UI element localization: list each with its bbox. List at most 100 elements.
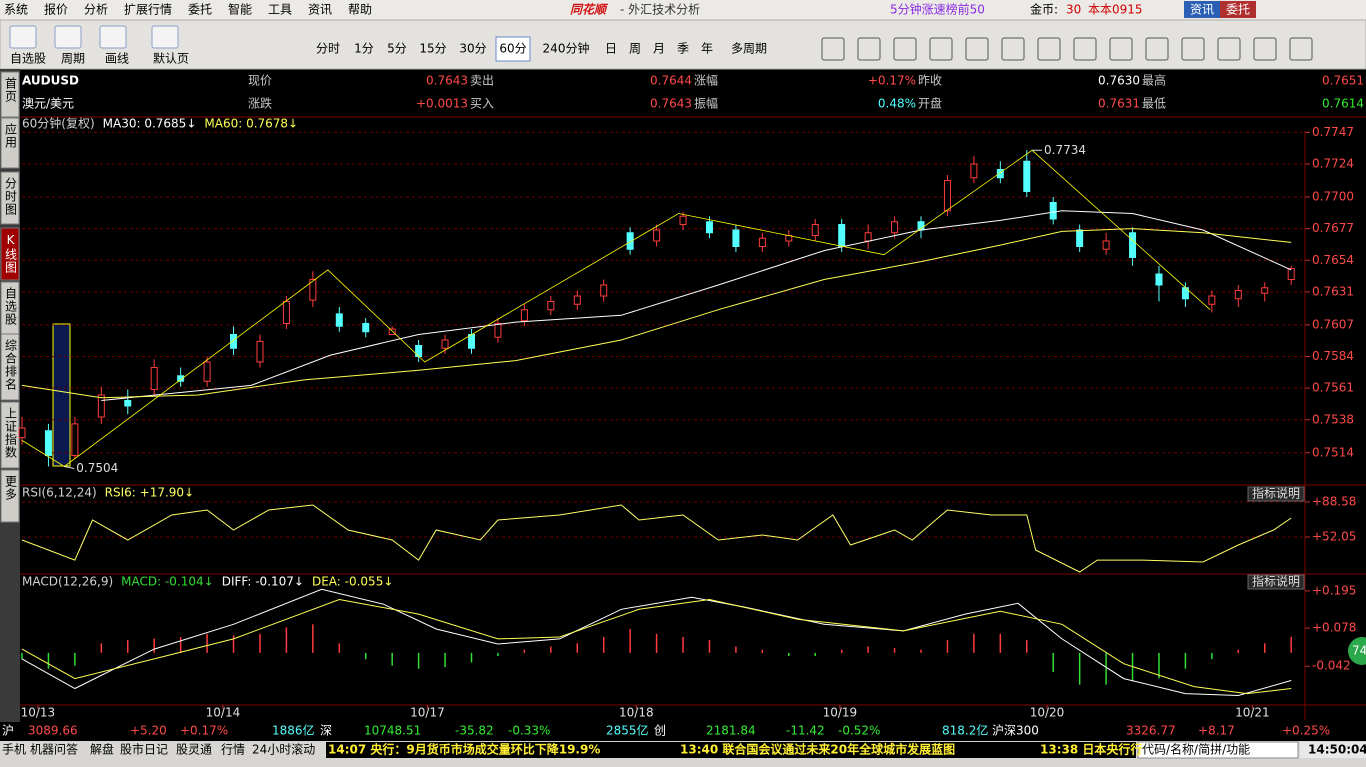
sidebar-tab[interactable]	[0, 117, 20, 169]
draw-tool[interactable]	[857, 37, 881, 61]
status-button[interactable]: 股灵通	[176, 743, 212, 757]
period-button[interactable]: 月	[653, 42, 665, 56]
draw-tool[interactable]	[929, 37, 953, 61]
menu-button-label[interactable]: 委托	[1226, 3, 1250, 17]
sidebar-tab-label[interactable]: 应用	[4, 122, 18, 149]
sidebar-tab-label[interactable]: 更多	[4, 475, 18, 501]
candle-body	[600, 284, 608, 297]
period-button[interactable]: 1分	[354, 42, 374, 56]
candle-body	[1129, 232, 1137, 258]
draw-tool[interactable]	[1253, 37, 1277, 61]
help-button-label[interactable]: 指标说明	[1252, 574, 1300, 589]
draw-tool[interactable]	[1289, 37, 1313, 61]
tool-icon[interactable]	[99, 25, 127, 49]
search-placeholder[interactable]: 代码/名称/简拼/功能	[1142, 742, 1250, 757]
ticker-item: 3089.66	[28, 724, 78, 738]
sidebar-tab-label[interactable]: 上证指数	[4, 407, 18, 459]
draw-tool[interactable]	[1001, 37, 1025, 61]
help-button[interactable]	[1247, 486, 1305, 502]
help-button[interactable]	[1247, 574, 1305, 590]
sidebar-tab[interactable]	[0, 171, 20, 225]
tool-label[interactable]: 画线	[105, 52, 129, 66]
quote-label: 最低	[1142, 97, 1166, 111]
tool-icon[interactable]	[9, 25, 37, 49]
period-button[interactable]: 周	[629, 42, 641, 56]
draw-tool[interactable]	[821, 37, 845, 61]
menu-item[interactable]: 系统	[4, 3, 28, 17]
menu-item[interactable]: 报价	[44, 2, 68, 17]
status-button[interactable]: 解盘	[90, 742, 114, 757]
period-button[interactable]: 240分钟	[543, 41, 590, 56]
menu-item[interactable]: 委托	[188, 3, 212, 17]
period-button[interactable]: 30分	[459, 42, 486, 56]
status-button[interactable]: 手机	[2, 743, 26, 757]
tool-icon[interactable]	[54, 25, 82, 49]
draw-tool[interactable]	[1109, 37, 1133, 61]
sidebar-tab[interactable]	[0, 333, 20, 401]
period-button[interactable]: 年	[701, 42, 713, 56]
candle-body	[415, 345, 423, 357]
line	[21, 598, 1292, 695]
tool-icon[interactable]	[151, 25, 179, 49]
tool-label[interactable]: 默认页	[153, 51, 189, 66]
sidebar-tab-label[interactable]: 首页	[4, 77, 18, 103]
sidebar-tab-label[interactable]: 分时图	[4, 177, 18, 216]
quote-label: 开盘	[918, 96, 942, 111]
candle-body	[626, 232, 634, 250]
tool-label[interactable]: 周期	[61, 52, 85, 66]
period-button[interactable]: 15分	[419, 42, 446, 56]
sidebar-tab-label[interactable]: 综合排名	[4, 339, 18, 391]
candle-body	[653, 229, 661, 242]
status-button[interactable]: 机器问答	[30, 742, 78, 757]
y-tick-label: +52.05	[1312, 529, 1356, 543]
ticker-item: -35.82	[455, 724, 494, 738]
candle-body	[441, 339, 449, 349]
menu-button[interactable]	[1184, 1, 1220, 18]
status-button[interactable]: 24小时滚动	[252, 742, 315, 757]
ticker-item: +5.20	[130, 724, 167, 738]
ranking-link[interactable]: 5分钟涨速榜前50	[890, 2, 985, 17]
menu-item[interactable]: 扩展行情	[124, 3, 172, 17]
menu-button[interactable]	[1220, 1, 1256, 18]
status-button[interactable]: 股市日记	[120, 742, 168, 757]
period-button[interactable]: 日	[605, 42, 617, 56]
candle-body	[44, 430, 52, 456]
symbol: 澳元/美元	[22, 97, 74, 111]
menu-item[interactable]: 智能	[228, 2, 252, 17]
draw-tool[interactable]	[1037, 37, 1061, 61]
help-button-label[interactable]: 指标说明	[1252, 486, 1300, 501]
badge	[1348, 637, 1366, 665]
draw-tool[interactable]	[1217, 37, 1241, 61]
tool-label[interactable]: 自选股	[10, 52, 46, 66]
menu-item[interactable]: 帮助	[348, 3, 372, 17]
draw-tool[interactable]	[1145, 37, 1169, 61]
status-button[interactable]: 行情	[221, 743, 245, 757]
sidebar-tab-label[interactable]: 自选股	[4, 287, 18, 326]
menu-button-label[interactable]: 资讯	[1190, 3, 1214, 17]
period-button[interactable]: 多周期	[731, 42, 767, 56]
draw-tool[interactable]	[1073, 37, 1097, 61]
sidebar-tab-label[interactable]: K线图	[4, 233, 18, 274]
news-item[interactable]: 14:07 央行：9月货币市场成交量环比下降19.9%	[328, 742, 600, 757]
ticker-item: -0.52%	[838, 724, 880, 738]
candle-body	[970, 163, 978, 179]
x-tick-label: 10/18	[619, 706, 654, 720]
draw-tool[interactable]	[893, 37, 917, 61]
draw-tool[interactable]	[1181, 37, 1205, 61]
menu-item[interactable]: 分析	[84, 3, 108, 17]
sidebar-tab[interactable]	[0, 71, 20, 118]
sidebar-tab[interactable]	[0, 469, 20, 523]
news-item[interactable]: 13:40 联合国会议通过未来20年全球城市发展蓝图	[680, 742, 955, 757]
menu-item[interactable]: 资讯	[308, 3, 332, 17]
period-button[interactable]: 季	[677, 42, 689, 56]
search-box[interactable]	[1137, 741, 1299, 759]
ticker-item: 沪深300	[992, 724, 1039, 738]
sidebar-tab[interactable]	[0, 227, 20, 281]
news-item[interactable]: 13:38 日本央行行	[1040, 742, 1142, 757]
draw-tool[interactable]	[965, 37, 989, 61]
candle-body	[864, 232, 872, 242]
period-button[interactable]: 60分	[499, 42, 526, 56]
period-button[interactable]: 分时	[316, 42, 340, 56]
period-button[interactable]: 5分	[387, 42, 407, 56]
menu-item[interactable]: 工具	[268, 3, 292, 17]
